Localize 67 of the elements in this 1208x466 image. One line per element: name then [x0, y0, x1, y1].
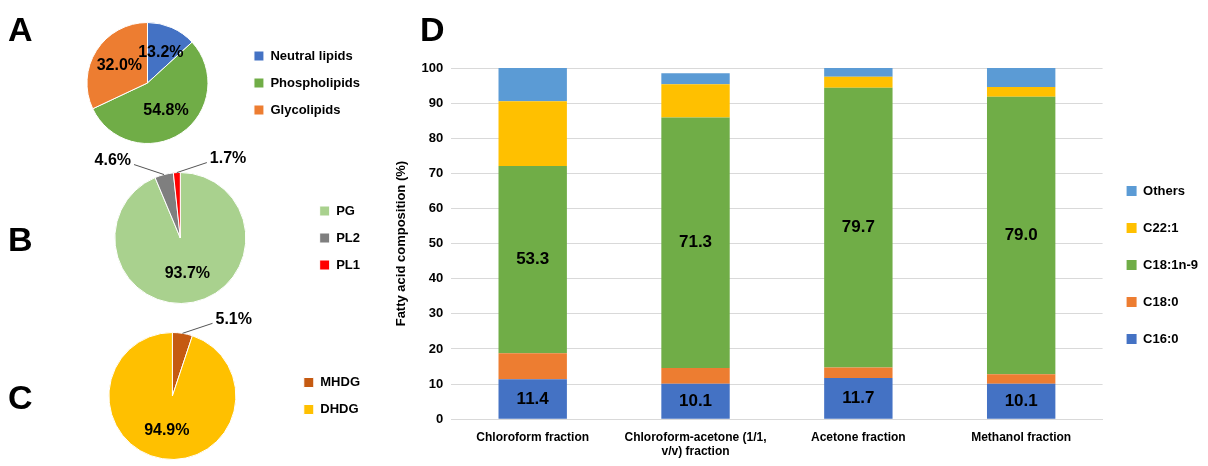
y-tick-label: 20	[428, 340, 444, 356]
data-label: 71.3	[678, 232, 713, 252]
y-tick-label: 30	[428, 305, 444, 321]
bar	[824, 68, 893, 77]
data-label: 5.1%	[215, 309, 252, 327]
legend-label: PG	[336, 202, 355, 218]
bar	[498, 353, 567, 380]
bar	[986, 374, 1056, 384]
legend-label: Neutral lipids	[270, 47, 353, 63]
legend-label: Phospholipids	[270, 74, 361, 90]
y-tick-label: 70	[428, 164, 444, 180]
y-tick-label: 90	[428, 94, 444, 110]
bar	[661, 383, 730, 419]
bar	[824, 367, 893, 379]
data-label: 79.0	[1004, 225, 1038, 245]
data-label: 11.7	[842, 388, 875, 408]
legend-label: PL2	[336, 229, 360, 245]
bar	[498, 165, 567, 354]
legend-label: DHDG	[320, 401, 359, 417]
bar	[986, 383, 1056, 419]
y-tick-label: 40	[428, 270, 444, 286]
bar	[986, 86, 1056, 97]
data-label: 79.7	[841, 217, 875, 237]
data-label: 10.1	[1004, 390, 1038, 410]
bar	[661, 84, 730, 118]
text: C	[8, 378, 33, 417]
legend-label: C18:1n-9	[1143, 256, 1199, 272]
y-axis-title: Fatty acid composition (%)	[393, 160, 409, 327]
data-label: 11.4	[516, 388, 550, 408]
y-tick-label: 100	[421, 59, 444, 75]
bar	[498, 379, 567, 419]
bar	[986, 96, 1056, 375]
data-label: 10.1	[678, 390, 713, 410]
data-label: 1.7%	[209, 149, 247, 166]
bar	[824, 76, 893, 88]
data-label: 53.3	[516, 249, 550, 269]
text: B	[8, 220, 33, 259]
chart-title: A	[8, 10, 33, 49]
y-tick-label: 60	[428, 200, 444, 216]
x-tick-label: Methanol fraction	[971, 429, 1072, 444]
legend-label: C16:0	[1143, 330, 1179, 346]
x-tick-label: Chloroform fraction	[476, 429, 590, 444]
legend-label: C18:0	[1143, 293, 1179, 309]
bar	[986, 68, 1056, 87]
y-tick-label: 10	[428, 375, 444, 391]
data-label: 54.8%	[143, 101, 189, 119]
bar	[661, 367, 730, 384]
bar	[498, 68, 567, 102]
legend-label: PL1	[336, 256, 360, 272]
y-tick-label: 80	[428, 129, 444, 145]
legend-label: MHDG	[320, 374, 360, 390]
x-tick-label: Acetone fraction	[811, 429, 906, 444]
data-label: 94.9%	[144, 420, 190, 438]
y-tick-label: 50	[428, 235, 444, 251]
data-label: 4.6%	[94, 150, 132, 168]
bar	[824, 378, 893, 419]
bar	[661, 117, 730, 368]
bar	[498, 101, 567, 166]
legend-label: Others	[1143, 182, 1185, 198]
y-tick-label: 0	[436, 410, 444, 426]
bar	[824, 87, 893, 368]
x-tick-label: Chloroform-acetone (1/1, v/v) fraction	[624, 429, 767, 459]
legend-label: C22:1	[1143, 219, 1179, 235]
data-label: 93.7%	[164, 263, 211, 281]
bar	[661, 73, 730, 85]
chart-title: D	[420, 10, 445, 49]
legend-label: Glycolipids	[270, 101, 341, 117]
